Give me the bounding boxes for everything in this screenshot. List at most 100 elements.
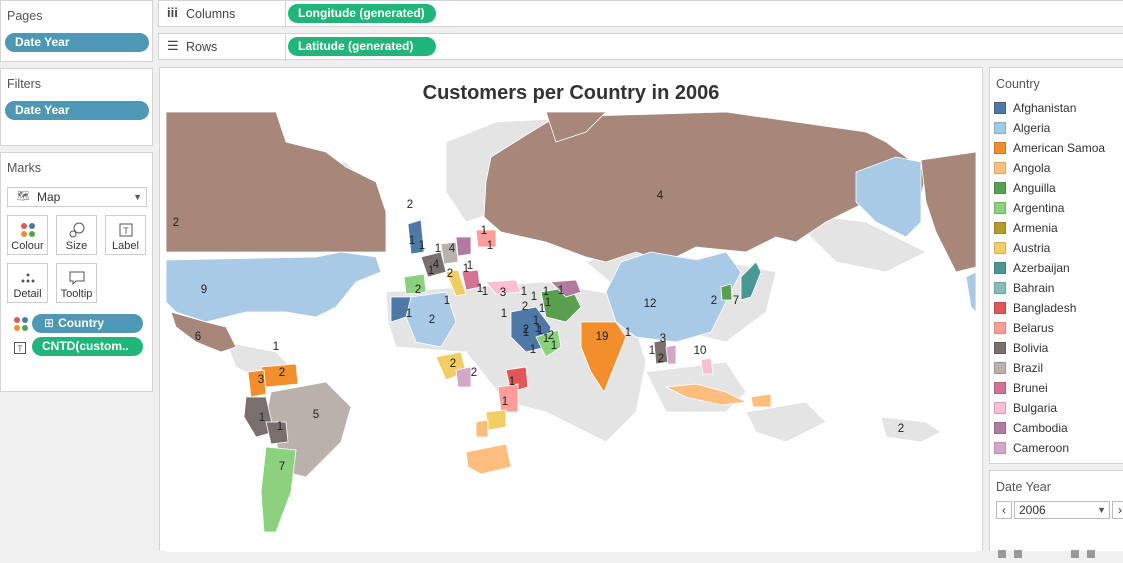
columns-shelf: iii Columns Longitude (generated) — [158, 0, 1123, 28]
legend-swatch — [994, 322, 1006, 334]
legend-item[interactable]: Bulgaria — [994, 398, 1057, 418]
latitude-pill[interactable]: Latitude (generated) — [288, 37, 436, 56]
pages-panel: Pages Date Year — [0, 0, 153, 62]
next-year-button[interactable]: › — [1112, 501, 1123, 519]
count-label: 3 — [258, 374, 264, 386]
rows-icon: ☰ — [167, 38, 179, 53]
playback-controls[interactable] — [998, 545, 1118, 558]
legend-label: Cameroon — [1013, 441, 1070, 455]
plus-box-icon: ⊞ — [44, 316, 55, 330]
legend-item[interactable]: Bangladesh — [994, 298, 1076, 318]
region-canada — [166, 112, 387, 253]
marks-title: Marks — [7, 161, 42, 175]
region-oman — [535, 329, 562, 358]
legend-item[interactable]: Brazil — [994, 358, 1043, 378]
colour-icon — [14, 317, 28, 331]
region-germany — [440, 241, 459, 265]
legend-swatch — [994, 222, 1006, 234]
year-select[interactable]: 2006 ▼ — [1014, 501, 1110, 519]
region-italy — [445, 269, 467, 297]
country-pill[interactable]: ⊞ Country — [32, 314, 143, 333]
count-label: 1 — [509, 376, 515, 388]
region-korea — [720, 283, 733, 301]
tooltip-button[interactable]: Tooltip — [56, 263, 97, 303]
legend-item[interactable]: Argentina — [994, 198, 1064, 218]
region-alaska — [855, 156, 922, 238]
svg-text:T: T — [18, 345, 23, 354]
region-png — [750, 393, 772, 408]
legend-swatch — [994, 342, 1006, 354]
count-label: 2 — [429, 314, 435, 326]
world-map[interactable]: 2 9 6 1 3 2 1 1 5 7 2 1 1 4 4 1 1 1 1 2 … — [166, 112, 976, 552]
count-label: 1 — [502, 396, 508, 408]
count-label: 1 — [545, 297, 551, 309]
rows-label: Rows — [186, 40, 218, 54]
country-pill-label: Country — [58, 316, 105, 330]
region-usa-east-edge — [965, 271, 976, 313]
count-label: 1 — [543, 286, 549, 298]
label-button[interactable]: T Label — [105, 215, 146, 255]
legend-label: Brazil — [1013, 361, 1044, 375]
pages-date-year-pill[interactable]: Date Year — [5, 33, 149, 52]
count-label: 9 — [201, 284, 207, 296]
region-turkey — [485, 279, 522, 295]
svg-text:T: T — [123, 226, 129, 236]
legend-item[interactable]: Anguilla — [994, 178, 1056, 198]
mark-type-value: Map — [37, 190, 61, 204]
legend-item[interactable]: Brunei — [994, 378, 1048, 398]
size-icon — [69, 222, 84, 238]
count-label: 1 — [551, 340, 557, 352]
legend-swatch — [994, 362, 1006, 374]
detail-button[interactable]: Detail — [7, 263, 48, 303]
legend-swatch — [994, 442, 1006, 454]
count-label: 2 — [173, 217, 179, 229]
region-south-africa — [465, 443, 512, 475]
cntd-pill[interactable]: CNTD(custom.. — [32, 337, 143, 356]
region-russia — [483, 112, 927, 263]
filters-panel: Filters Date Year — [0, 68, 153, 146]
count-label: 1 — [487, 240, 493, 252]
legend-swatch — [994, 142, 1006, 154]
legend-item[interactable]: American Samoa — [994, 138, 1105, 158]
legend-item[interactable]: Cameroon — [994, 438, 1069, 458]
legend-label: Argentina — [1013, 201, 1065, 215]
count-label: 1 — [523, 327, 529, 339]
count-label: 2 — [523, 324, 529, 336]
count-label: 5 — [313, 409, 319, 421]
count-label: 1 — [558, 285, 564, 297]
legend-item[interactable]: Belarus — [994, 318, 1054, 338]
legend-swatch — [994, 122, 1006, 134]
count-label: 1 — [463, 263, 469, 275]
chevron-down-icon: ▼ — [133, 192, 142, 202]
size-button[interactable]: Size — [56, 215, 97, 255]
count-label: 1 — [533, 315, 539, 327]
prev-year-button[interactable]: ‹ — [996, 501, 1012, 519]
region-belarus — [475, 229, 497, 248]
count-label: 2 — [898, 423, 904, 435]
legend-item[interactable]: Azerbaijan — [994, 258, 1070, 278]
mark-type-dropdown[interactable]: 🗺 Map ▼ — [7, 187, 147, 207]
rows-shelf: ☰ Rows Latitude (generated) — [158, 33, 1123, 61]
count-label: 4 — [449, 243, 456, 255]
region-greenland — [545, 112, 607, 143]
longitude-pill[interactable]: Longitude (generated) — [288, 4, 436, 23]
legend-item[interactable]: Afghanistan — [994, 98, 1076, 118]
filters-date-year-pill[interactable]: Date Year — [5, 101, 149, 120]
legend-item[interactable]: Cambodia — [994, 418, 1068, 438]
legend-swatch — [994, 382, 1006, 394]
count-label: 1 — [625, 327, 631, 339]
colour-button[interactable]: Colour — [7, 215, 48, 255]
legend-label: Cambodia — [1013, 421, 1068, 435]
legend-item[interactable]: Armenia — [994, 218, 1058, 238]
legend-swatch — [994, 282, 1006, 294]
count-label: 1 — [277, 421, 283, 433]
legend-item[interactable]: Bolivia — [994, 338, 1048, 358]
legend-item[interactable]: Bahrain — [994, 278, 1054, 298]
count-label: 2 — [522, 301, 528, 313]
legend-item[interactable]: Algeria — [994, 118, 1050, 138]
detail-label: Detail — [13, 288, 42, 300]
legend-item[interactable]: Austria — [994, 238, 1050, 258]
count-label: 2 — [548, 330, 554, 342]
count-label: 19 — [596, 331, 609, 343]
legend-item[interactable]: Angola — [994, 158, 1050, 178]
